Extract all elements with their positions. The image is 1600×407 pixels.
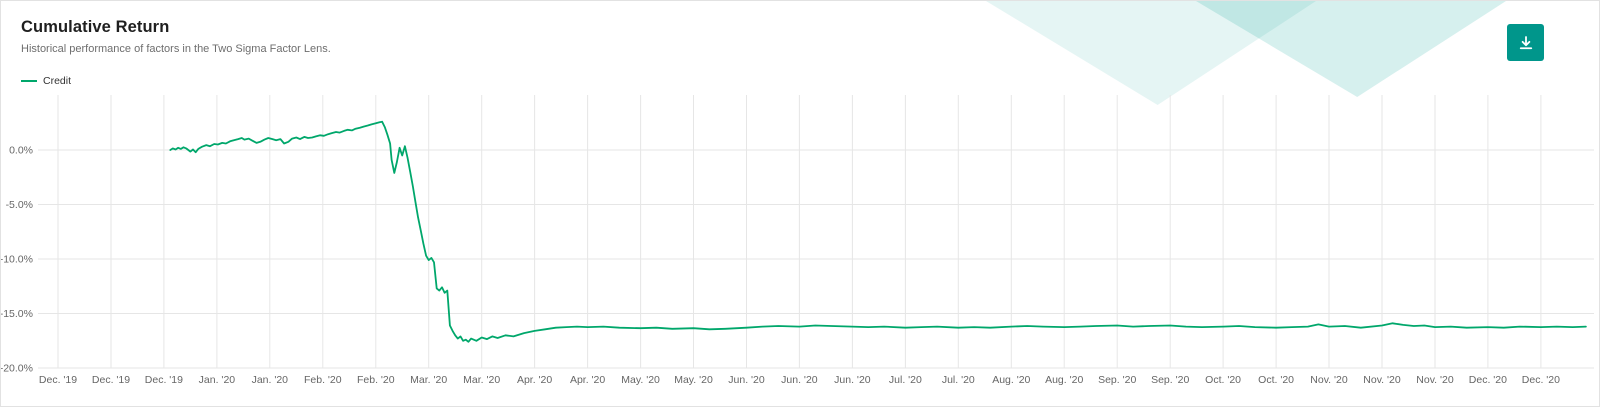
x-tick-label: Dec. '19 [145,374,183,386]
x-tick-label: Dec. '19 [92,374,130,386]
chart-header: Cumulative Return Historical performance… [1,1,1599,55]
x-tick-label: Aug. '20 [1045,374,1083,386]
x-grid-and-labels: Dec. '19 Dec. '19 Dec. '19 Jan. '20 Jan. '20… [39,95,1560,386]
x-tick-label: Feb. '20 [357,374,395,386]
x-tick-label: Jul. '20 [889,374,922,386]
download-icon [1519,35,1532,49]
legend-item-credit[interactable]: Credit [21,75,71,87]
x-tick-label: Feb. '20 [304,374,342,386]
x-tick-label: Dec. '20 [1522,374,1560,386]
x-tick-label: May. '20 [674,374,713,386]
x-tick-label: Mar. '20 [463,374,500,386]
chart-subtitle: Historical performance of factors in the… [21,43,331,55]
x-tick-label: Nov. '20 [1310,374,1348,386]
x-tick-label: Jan. '20 [252,374,289,386]
x-tick-label: Nov. '20 [1416,374,1454,386]
y-tick-label: -10.0% [1,254,33,266]
line-chart-canvas[interactable]: Dec. '19 Dec. '19 Dec. '19 Jan. '20 Jan. '20… [1,95,1600,395]
x-tick-label: Oct. '20 [1205,374,1241,386]
x-tick-label: May. '20 [621,374,660,386]
y-tick-label: -20.0% [1,363,33,375]
x-tick-label: Jun. '20 [781,374,818,386]
x-tick-label: Jun. '20 [728,374,765,386]
x-tick-label: Apr. '20 [570,374,605,386]
x-tick-label: Sep. '20 [1098,374,1136,386]
x-tick-label: Dec. '20 [1469,374,1507,386]
y-tick-label: -5.0% [6,199,33,211]
x-tick-label: Sep. '20 [1151,374,1189,386]
series-line-credit[interactable] [169,120,1587,343]
y-tick-label: 0.0% [9,145,33,157]
x-tick-label: Dec. '19 [39,374,77,386]
download-button[interactable] [1507,24,1544,61]
x-tick-label: Oct. '20 [1258,374,1294,386]
chart-title: Cumulative Return [21,18,170,36]
chart-legend: Credit [1,74,1599,88]
x-tick-label: Nov. '20 [1363,374,1401,386]
x-tick-label: Jul. '20 [942,374,975,386]
x-tick-label: Aug. '20 [992,374,1030,386]
x-tick-label: Jun. '20 [834,374,871,386]
x-tick-label: Mar. '20 [410,374,447,386]
chart-area: Dec. '19 Dec. '19 Dec. '19 Jan. '20 Jan. '20… [1,95,1599,400]
y-tick-label: -15.0% [1,308,33,320]
x-tick-label: Apr. '20 [517,374,552,386]
x-tick-label: Jan. '20 [199,374,236,386]
legend-label-credit: Credit [43,75,72,87]
y-grid-and-labels: 0.0% -5.0% -10.0% -15.0% -20.0% [1,145,1594,375]
legend-swatch-credit [21,80,37,82]
